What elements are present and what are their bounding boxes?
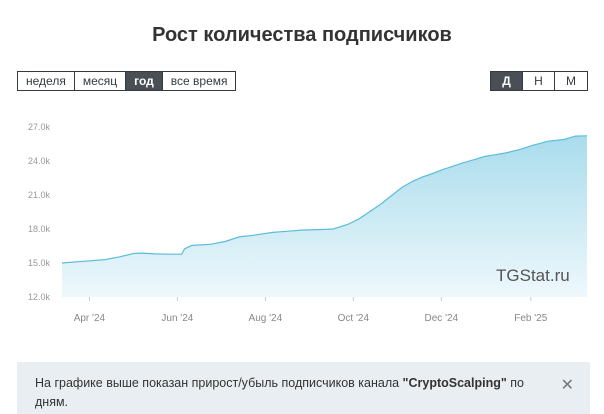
series-line bbox=[61, 135, 588, 264]
info-text-prefix: На графике выше показан прирост/убыль по… bbox=[35, 376, 403, 390]
y-tick-label: 18.0k bbox=[28, 224, 51, 234]
info-text-suffix: по дням. bbox=[35, 376, 524, 409]
info-banner: На графике выше показан прирост/убыль по… bbox=[17, 362, 590, 414]
chart-title: Рост количества подписчиков bbox=[152, 24, 452, 46]
range-button-2[interactable]: год bbox=[126, 72, 163, 90]
range-button-1[interactable]: месяц bbox=[74, 72, 127, 90]
granularity-button-1[interactable]: Н bbox=[523, 72, 555, 90]
x-axis: Apr '24 Jun '24 Aug '24 Oct '24 Dec '24 Feb '… bbox=[74, 297, 548, 324]
range-button-3[interactable]: все время bbox=[162, 72, 236, 90]
x-tick-label: Apr '24 bbox=[74, 313, 106, 324]
y-axis: 12.0k 15.0k 18.0k 21.0k 24.0k 27.0k bbox=[28, 122, 51, 302]
granularity-button-2[interactable]: М bbox=[555, 72, 587, 90]
y-tick-label: 12.0k bbox=[28, 292, 51, 302]
granularity-button-0[interactable]: Д bbox=[491, 72, 523, 90]
range-selector: неделя месяц год все время bbox=[17, 71, 237, 91]
series-area bbox=[62, 135, 587, 297]
y-tick-label: 15.0k bbox=[28, 258, 51, 268]
y-tick-label: 24.0k bbox=[28, 156, 51, 166]
close-icon[interactable]: ✕ bbox=[560, 377, 574, 394]
subscriber-growth-chart: 12.0k 15.0k 18.0k 21.0k 24.0k 27.0k Apr '24 Ju… bbox=[28, 122, 588, 324]
y-tick-label: 27.0k bbox=[28, 122, 51, 132]
y-tick-label: 21.0k bbox=[28, 190, 51, 200]
x-tick-label: Aug '24 bbox=[249, 313, 283, 324]
info-channel-name: "CryptoScalping" bbox=[402, 376, 507, 390]
range-button-0[interactable]: неделя bbox=[18, 72, 75, 90]
x-tick-label: Jun '24 bbox=[161, 313, 193, 324]
watermark: TGStat.ru bbox=[496, 266, 570, 285]
x-tick-label: Dec '24 bbox=[425, 313, 459, 324]
x-tick-label: Feb '25 bbox=[514, 313, 547, 324]
x-tick-label: Oct '24 bbox=[338, 313, 370, 324]
